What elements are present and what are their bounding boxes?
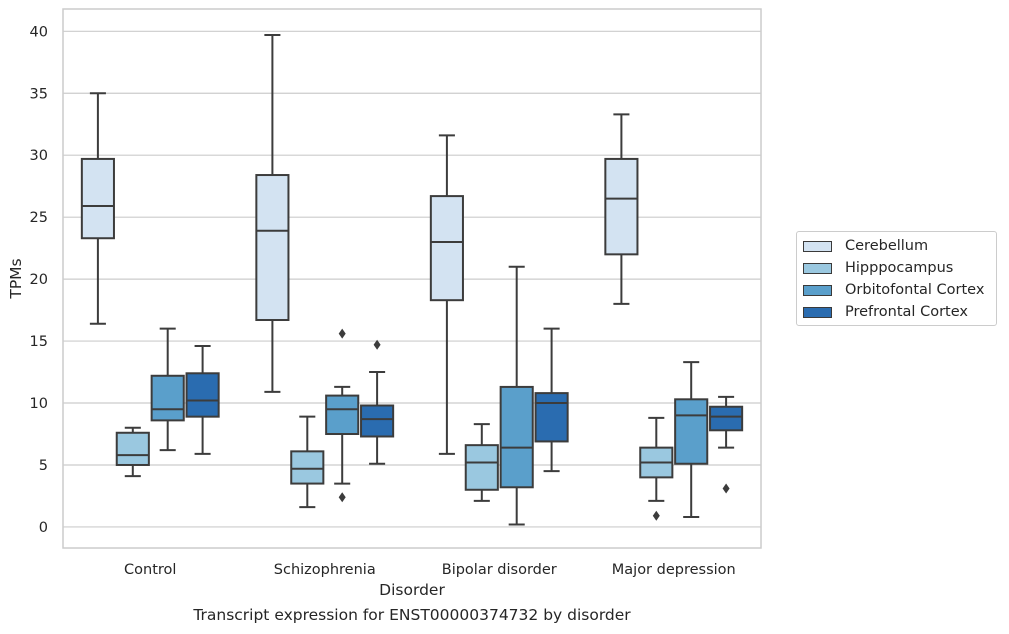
y-tick-label: 25: [30, 210, 48, 226]
box: [534, 392, 569, 443]
legend-item-hippocampus: Hipppocampus: [803, 260, 953, 276]
x-tick-label: Bipolar disorder: [442, 562, 557, 578]
outlier-point: [338, 492, 346, 503]
figure-caption: Transcript expression for ENST0000037473…: [193, 606, 631, 624]
legend-label-hippocampus: Hipppocampus: [845, 260, 954, 276]
y-tick-label: 35: [30, 86, 48, 102]
x-tick-label: Control: [124, 562, 176, 578]
legend-label-prefrontal-cortex: Prefrontal Cortex: [845, 304, 968, 320]
y-axis-label: TPMs: [7, 258, 25, 299]
legend-swatch-cerebellum: [803, 240, 832, 252]
y-tick-label: 20: [30, 272, 48, 288]
legend-swatch-prefrontal-cortex: [803, 306, 832, 318]
legend-label-cerebellum: Cerebellum: [845, 238, 929, 254]
outlier-point: [652, 510, 660, 521]
y-tick-label: 5: [39, 458, 48, 474]
x-axis-label: Disorder: [379, 581, 445, 599]
outlier-point: [722, 483, 730, 494]
outlier-point: [373, 339, 381, 350]
y-tick-label: 15: [30, 334, 48, 350]
y-tick-label: 0: [39, 520, 48, 536]
y-tick-label: 40: [30, 24, 48, 40]
box: [360, 404, 395, 438]
legend: Cerebellum Hipppocampus Orbitofontal Cor…: [796, 231, 997, 326]
box: [185, 372, 220, 418]
legend-label-orbitofrontal-cortex: Orbitofontal Cortex: [845, 282, 985, 298]
x-tick-label: Major depression: [612, 562, 736, 578]
box: [255, 174, 290, 322]
box: [115, 431, 150, 466]
box: [464, 444, 499, 491]
plot-frame: [62, 8, 762, 549]
box: [80, 157, 115, 240]
legend-swatch-hippocampus: [803, 262, 832, 274]
y-tick-label: 30: [30, 148, 48, 164]
legend-swatch-orbitofrontal-cortex: [803, 284, 832, 296]
x-tick-label: Schizophrenia: [274, 562, 376, 578]
legend-item-cerebellum: Cerebellum: [803, 238, 928, 254]
y-tick-label: 10: [30, 396, 48, 412]
box: [150, 374, 185, 422]
box: [499, 385, 534, 489]
box: [325, 394, 360, 436]
box: [604, 157, 639, 256]
box: [429, 195, 464, 302]
box: [709, 405, 744, 432]
box: [674, 398, 709, 465]
outlier-point: [338, 328, 346, 339]
legend-item-orbitofrontal-cortex: Orbitofontal Cortex: [803, 282, 984, 298]
legend-item-prefrontal-cortex: Prefrontal Cortex: [803, 304, 968, 320]
box: [290, 450, 325, 485]
